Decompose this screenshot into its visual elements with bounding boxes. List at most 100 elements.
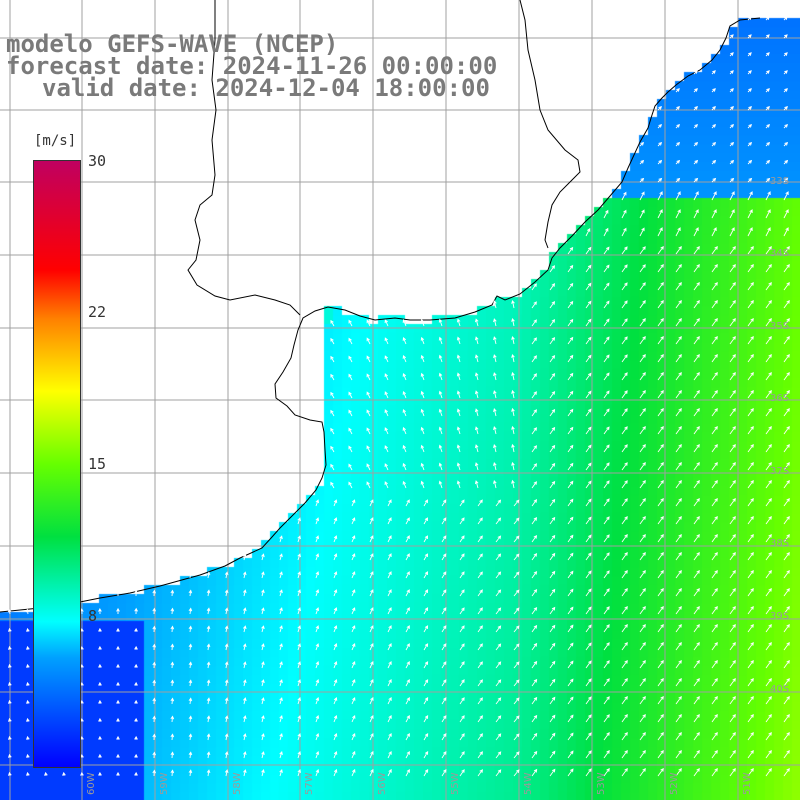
wind-arrow — [747, 641, 754, 651]
wind-arrow — [297, 643, 301, 651]
wind-arrow — [711, 389, 718, 399]
wind-arrow — [585, 444, 592, 453]
wind-arrow — [134, 753, 138, 759]
wind-arrow — [639, 177, 645, 183]
wind-arrow — [279, 679, 283, 687]
wind-arrow — [621, 623, 628, 633]
wind-arrow — [206, 715, 211, 723]
wind-arrow — [549, 714, 556, 723]
wind-arrow — [242, 553, 247, 561]
wind-arrow — [639, 318, 646, 327]
wind-arrow — [765, 623, 772, 633]
wind-arrow — [441, 553, 447, 561]
wind-arrow — [711, 191, 717, 201]
wind-arrow — [729, 497, 736, 507]
wind-arrow — [711, 299, 718, 309]
wind-arrow — [474, 372, 479, 381]
wind-arrow — [783, 533, 790, 543]
latitude-label: 39S — [770, 611, 790, 622]
wind-arrow — [333, 661, 338, 669]
wind-arrow — [206, 751, 211, 759]
wind-arrow — [511, 371, 515, 381]
wind-arrow — [206, 589, 211, 597]
wind-arrow — [711, 317, 718, 327]
wind-arrow — [152, 751, 157, 759]
wind-arrow — [729, 106, 734, 111]
wind-arrow — [152, 679, 157, 687]
wind-arrow — [369, 679, 374, 687]
wind-arrow — [711, 587, 718, 597]
latitude-label: 37S — [770, 466, 790, 477]
wind-arrow — [513, 733, 520, 741]
latitude-label: 35S — [770, 321, 790, 332]
wind-arrow — [657, 389, 664, 399]
wind-arrow — [330, 355, 335, 363]
wind-arrow — [261, 697, 265, 705]
wind-arrow — [297, 589, 301, 597]
wind-arrow — [333, 535, 338, 543]
wind-arrow — [495, 751, 502, 759]
wind-arrow — [98, 645, 102, 651]
wind-arrow — [567, 318, 574, 327]
wind-arrow — [729, 461, 736, 471]
wind-arrow — [224, 625, 229, 633]
wind-arrow — [693, 677, 700, 687]
wind-arrow — [729, 389, 736, 399]
wind-arrow — [711, 677, 718, 687]
wind-arrow — [261, 769, 265, 777]
wind-arrow — [188, 607, 193, 615]
wind-arrow — [747, 623, 754, 633]
wind-arrow — [405, 625, 410, 633]
wind-arrow — [747, 16, 752, 21]
wind-arrow — [297, 661, 301, 669]
wind-arrow — [513, 643, 520, 651]
wind-arrow — [585, 408, 592, 417]
wind-arrow — [693, 407, 700, 417]
wind-arrow — [729, 177, 735, 183]
wind-arrow — [567, 462, 574, 471]
wind-arrow — [423, 553, 429, 561]
wind-arrow — [26, 753, 30, 759]
wind-arrow — [513, 499, 520, 507]
wind-arrow — [765, 677, 772, 687]
wind-arrow — [423, 535, 429, 543]
wind-arrow — [513, 769, 520, 777]
wind-arrow — [693, 335, 700, 345]
wind-arrow — [603, 768, 610, 777]
wind-arrow — [675, 106, 680, 111]
wind-arrow — [423, 679, 429, 687]
longitude-label: 55W — [450, 772, 461, 795]
wind-arrow — [315, 768, 320, 777]
wind-arrow — [134, 699, 138, 705]
wind-arrow — [567, 678, 574, 687]
wind-arrow — [531, 588, 538, 597]
wind-arrow — [765, 123, 771, 129]
wind-arrow — [369, 714, 374, 723]
wind-arrow — [675, 533, 682, 543]
wind-arrow — [477, 499, 483, 507]
wind-arrow — [621, 408, 628, 417]
wind-arrow — [315, 732, 320, 741]
longitude-label: 59W — [159, 772, 170, 795]
wind-arrow — [459, 625, 465, 633]
wind-arrow — [693, 479, 700, 489]
wind-arrow — [693, 551, 700, 561]
wind-arrow — [783, 317, 790, 327]
latitude-label: 33S — [770, 176, 790, 187]
wind-arrow — [657, 731, 664, 741]
wind-arrow — [693, 623, 700, 633]
wind-arrow — [152, 625, 157, 633]
wind-arrow — [315, 750, 320, 759]
wind-arrow — [261, 661, 265, 669]
wind-arrow — [693, 749, 700, 759]
wind-arrow — [549, 696, 556, 705]
wind-arrow — [747, 515, 754, 525]
wind-arrow — [8, 627, 12, 633]
wind-arrow — [170, 697, 175, 705]
wind-arrow — [729, 515, 736, 525]
wind-arrow — [531, 732, 538, 741]
wind-arrow — [657, 281, 664, 291]
wind-arrow — [456, 444, 461, 453]
wind-arrow — [765, 749, 772, 759]
